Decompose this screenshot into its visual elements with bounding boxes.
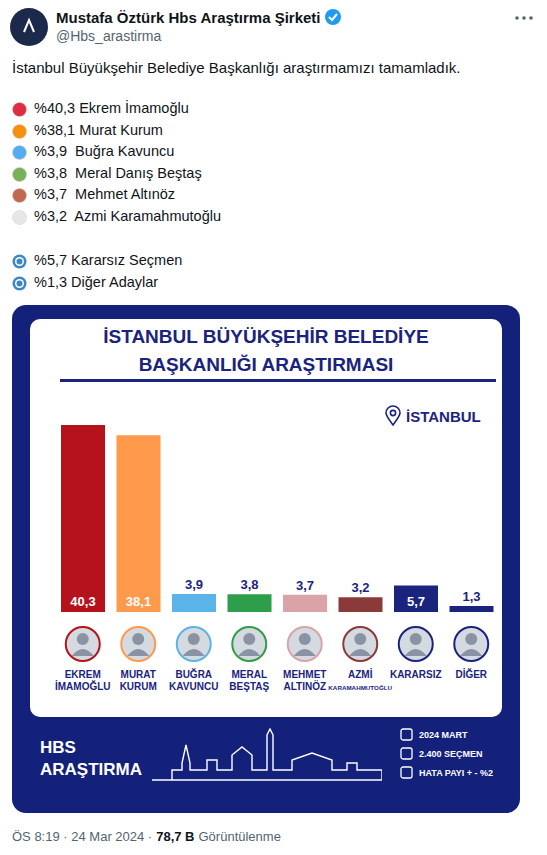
svg-text:KAVUNCU: KAVUNCU [169,681,218,692]
svg-text:KARARSIZ: KARARSIZ [390,669,442,680]
html-text:HATA PAYI + - %2: HATA PAYI + - %2 [419,767,494,778]
html-text:%3,7 Mehmet Altınöz: %3,7 Mehmet Altınöz [34,186,175,203]
svg-text:EKREM: EKREM [65,669,101,680]
svg-text:1,3: 1,3 [462,589,480,604]
svg-text:KURUM: KURUM [120,681,157,692]
html-text:ARAŞTIRMA: ARAŞTIRMA [40,760,142,779]
svg-text:3,7: 3,7 [296,578,314,593]
svg-text:5,7: 5,7 [407,594,425,609]
html-text:%38,1 Murat Kurum: %38,1 Murat Kurum [34,121,163,138]
html-text:%3,8 Meral Danış Beştaş: %3,8 Meral Danış Beştaş [34,164,202,181]
svg-text:40,3: 40,3 [70,594,95,609]
html-text:HBS: HBS [40,738,76,757]
html-text:İSTANBUL: İSTANBUL [406,407,481,425]
svg-text:3,8: 3,8 [240,577,258,592]
svg-text:3,2: 3,2 [351,580,369,595]
svg-text:AZMİ: AZMİ [348,668,373,680]
svg-text:BUĞRA: BUĞRA [175,668,212,680]
html-text:%3,9 Buğra Kavuncu: %3,9 Buğra Kavuncu [34,143,175,160]
html-text:2024 MART: 2024 MART [419,729,468,740]
html-text:%3,2 Azmi Karamahmutoğlu: %3,2 Azmi Karamahmutoğlu [34,208,221,224]
html-text:%1,3 Diğer Adaylar: %1,3 Diğer Adaylar [34,273,159,290]
html-text:%40,3 Ekrem İmamoğlu: %40,3 Ekrem İmamoğlu [34,100,189,116]
svg-text:KARAMAHMUTOĞLU: KARAMAHMUTOĞLU [328,684,392,691]
svg-text:MURAT: MURAT [121,669,156,680]
html-text:ÖS 8:19 · 24 Mar 2024 · 78,7 B: ÖS 8:19 · 24 Mar 2024 · 78,7 B Görüntüle… [12,829,281,844]
svg-text:DİĞER: DİĞER [455,668,487,680]
html-text:Mustafa Öztürk Hbs Araştırma Ş: Mustafa Öztürk Hbs Araştırma Şirketi [56,8,321,26]
html-text:İstanbul Büyükşehir Belediye B: İstanbul Büyükşehir Belediye Başkanlığı … [12,59,461,76]
html-text:@Hbs_arastirma: @Hbs_arastirma [56,28,162,44]
svg-text:38,1: 38,1 [126,594,151,609]
svg-text:MERAL: MERAL [231,669,267,680]
html-text:İSTANBUL BÜYÜKŞEHİR BELEDİYE B: İSTANBUL BÜYÜKŞEHİR BELEDİYE BAŞKANLIĞI … [103,326,429,375]
html-text:%5,7 Kararsız Seçmen: %5,7 Kararsız Seçmen [34,252,183,268]
svg-text:3,9: 3,9 [185,577,203,592]
svg-text:İMAMOĞLU: İMAMOĞLU [55,680,111,692]
html-text:2.400 SEÇMEN: 2.400 SEÇMEN [419,748,483,759]
svg-text:ALTINÖZ: ALTINÖZ [283,680,326,692]
svg-text:MEHMET: MEHMET [283,669,326,680]
svg-text:BEŞTAŞ: BEŞTAŞ [229,681,269,692]
